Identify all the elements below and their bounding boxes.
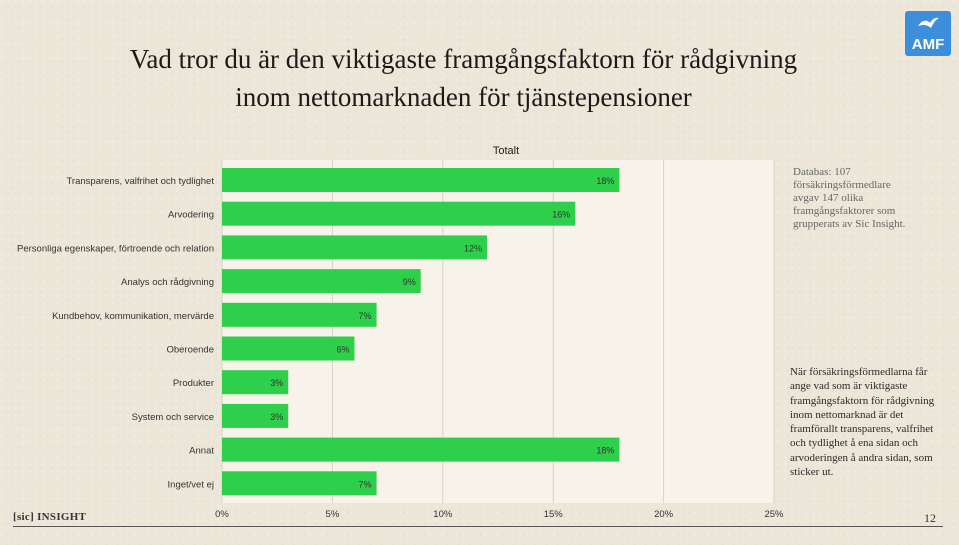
bar	[222, 269, 421, 294]
category-label: Transparens, valfrihet och tydlighet	[66, 176, 214, 187]
bar	[222, 201, 576, 226]
x-tick-label: 20%	[654, 509, 674, 520]
data-label: 7%	[359, 311, 372, 321]
x-tick-label: 25%	[764, 509, 784, 520]
category-label: Personliga egenskaper, förtroende och re…	[17, 243, 214, 254]
data-label: 18%	[596, 446, 614, 456]
title-line-1: Vad tror du är den viktigaste framgångsf…	[129, 44, 798, 74]
title-line-2: inom nettomarknaden för tjänstepensioner	[235, 82, 692, 112]
category-label: Analys och rådgivning	[121, 277, 214, 288]
category-label: Arvodering	[168, 210, 214, 221]
data-label: 6%	[336, 345, 349, 355]
data-label: 9%	[403, 277, 416, 287]
amf-logo: AMF	[905, 11, 951, 56]
bar	[222, 336, 355, 361]
page-number: 12	[924, 511, 936, 525]
category-label: Kundbehov, kommunikation, mervärde	[52, 311, 214, 322]
logo-text: AMF	[911, 36, 945, 53]
series-title: Totalt	[493, 145, 519, 157]
category-label: Inget/vet ej	[168, 479, 214, 490]
bar	[222, 403, 289, 428]
bar	[222, 235, 487, 260]
category-label: Produkter	[173, 378, 214, 389]
data-label: 7%	[359, 479, 372, 489]
x-tick-label: 5%	[326, 509, 340, 520]
bar	[222, 168, 620, 192]
summary-note: När försäkringsförmedlarna får ange vad …	[790, 366, 935, 479]
bar	[222, 471, 377, 496]
category-label: System och service	[132, 412, 214, 423]
data-label: 3%	[270, 412, 283, 422]
category-label: Annat	[189, 446, 214, 457]
bird-icon	[918, 17, 939, 28]
bar	[222, 437, 620, 462]
category-label: Oberoende	[166, 345, 214, 356]
bar	[222, 370, 289, 395]
data-label: 18%	[596, 176, 614, 186]
data-label: 16%	[552, 210, 570, 220]
footer-brand: [sic] INSIGHT	[13, 511, 87, 523]
bar	[222, 302, 377, 327]
data-label: 12%	[464, 243, 482, 253]
x-tick-label: 15%	[544, 509, 564, 520]
data-label: 3%	[270, 378, 283, 388]
x-tick-label: 10%	[433, 509, 453, 520]
footer-divider	[13, 526, 943, 527]
x-tick-label: 0%	[215, 509, 229, 520]
page-title: Vad tror du är den viktigaste framgångsf…	[0, 40, 927, 116]
database-note: Databas: 107 försäkringsförmedlare avgav…	[793, 166, 906, 230]
